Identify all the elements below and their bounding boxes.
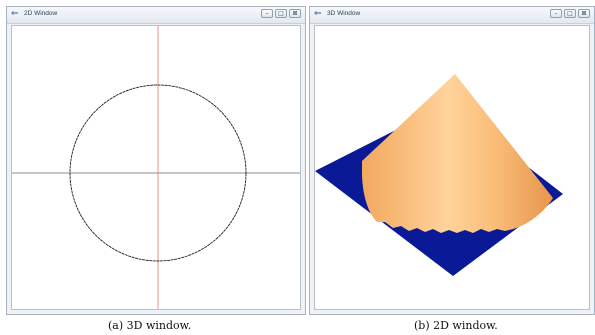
window-2d: ⇐ 2D Window – □ ⊠ (6, 6, 306, 315)
close-button[interactable]: ⊠ (578, 9, 590, 18)
canvas-3d[interactable] (314, 25, 590, 310)
window-title-3d: 3D Window (327, 10, 361, 17)
circle-curve (69, 84, 247, 262)
window-controls-2d: – □ ⊠ (261, 9, 301, 18)
window-controls-3d: – □ ⊠ (550, 9, 590, 18)
titlebar-2d[interactable]: ⇐ 2D Window – □ ⊠ (7, 7, 305, 24)
close-button[interactable]: ⊠ (289, 9, 301, 18)
cone-surface (362, 74, 553, 233)
titlebar-3d[interactable]: ⇐ 3D Window – □ ⊠ (310, 7, 594, 24)
caption-left: (a) 3D window. (108, 319, 192, 332)
window-3d: ⇐ 3D Window – □ ⊠ (309, 6, 595, 315)
scene-3d (315, 74, 563, 276)
caption-right: (b) 2D window. (414, 319, 498, 332)
app-icon: ⇐ (11, 9, 19, 19)
plot-2d (12, 26, 300, 309)
maximize-button[interactable]: □ (564, 9, 576, 18)
app-icon: ⇐ (314, 9, 322, 19)
minimize-button[interactable]: – (261, 9, 273, 18)
minimize-button[interactable]: – (550, 9, 562, 18)
canvas-2d[interactable] (11, 25, 301, 310)
maximize-button[interactable]: □ (275, 9, 287, 18)
window-title-2d: 2D Window (24, 10, 58, 17)
